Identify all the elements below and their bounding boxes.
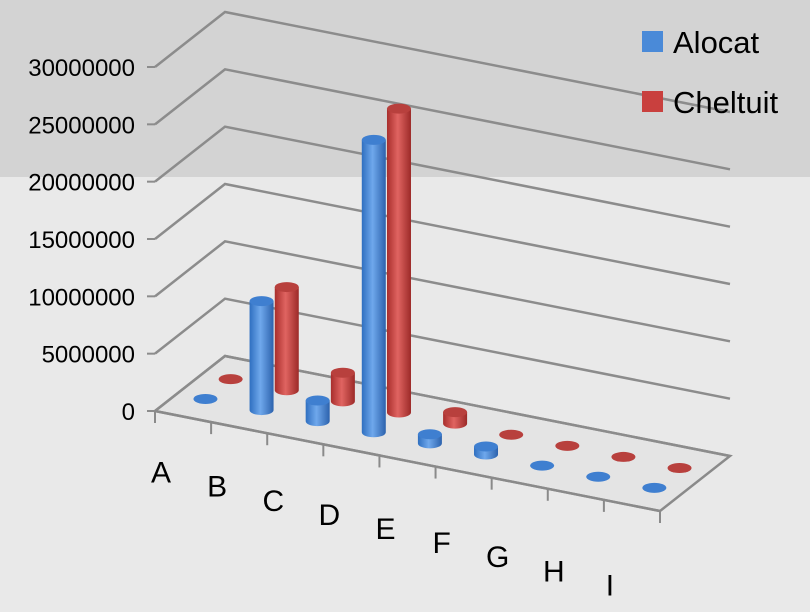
bar-body — [386, 108, 411, 418]
legend-swatch — [642, 91, 663, 112]
bar-body — [330, 372, 355, 407]
y-tick-label: 5000000 — [42, 342, 135, 369]
y-tick-label: 25000000 — [28, 112, 135, 139]
x-category-label: E — [375, 513, 395, 546]
gridlines — [147, 10, 733, 523]
legend: Alocat Cheltuit — [642, 25, 778, 120]
gridline — [154, 239, 731, 343]
bar-Alocat-H — [586, 471, 611, 482]
bar-zero-disc — [218, 374, 243, 385]
bar-Cheltuit-H — [611, 451, 636, 462]
legend-swatch — [642, 31, 663, 52]
bar-body — [305, 400, 330, 427]
bar-zero-disc — [642, 482, 667, 493]
gridline — [154, 182, 731, 286]
bar-Cheltuit-D — [386, 103, 411, 418]
x-axis-category-labels: A B C D E F G H I — [151, 457, 614, 603]
bar-top — [249, 296, 274, 307]
bar-body — [274, 287, 299, 396]
bar-top — [417, 429, 442, 440]
y-tick-label: 30000000 — [28, 55, 135, 82]
bar-Cheltuit-I — [667, 463, 692, 474]
x-category-label: G — [486, 541, 509, 574]
bar-Cheltuit-A — [218, 374, 243, 385]
x-category-label: D — [319, 499, 341, 532]
bar-Cheltuit-F — [499, 429, 524, 440]
x-category-label: B — [207, 471, 227, 504]
y-tick-label: 10000000 — [28, 284, 135, 311]
bar-Cheltuit-E — [443, 407, 468, 429]
bar-zero-disc — [586, 471, 611, 482]
y-axis-tick-labels: 0 5000000 10000000 15000000 20000000 25000000… — [28, 55, 135, 426]
bar-zero-disc — [193, 393, 218, 404]
x-category-label: H — [543, 555, 565, 588]
x-axis-line — [154, 409, 661, 513]
legend-label: Alocat — [673, 25, 760, 60]
bar-top — [361, 134, 386, 145]
bar-top — [274, 282, 299, 293]
bar-Alocat-B — [249, 296, 274, 416]
bar-top — [330, 367, 355, 378]
bar-top — [305, 395, 330, 406]
bar-body — [249, 301, 274, 416]
bar-Alocat-C — [305, 395, 330, 427]
y-tick-label: 15000000 — [28, 227, 135, 254]
bar-Cheltuit-C — [330, 367, 355, 407]
y-tick-label: 20000000 — [28, 170, 135, 197]
x-category-label: C — [262, 485, 284, 518]
bar-zero-disc — [555, 440, 580, 451]
x-category-label: F — [432, 527, 450, 560]
bar-Alocat-F — [474, 441, 499, 460]
x-category-label: I — [606, 569, 614, 602]
gridline — [154, 10, 731, 114]
x-category-label: A — [151, 457, 171, 490]
gridline — [154, 67, 731, 171]
bar-body — [361, 139, 386, 438]
bar-zero-disc — [530, 460, 555, 471]
bar-top — [474, 441, 499, 452]
bar-top — [443, 407, 468, 418]
gridline — [154, 297, 731, 400]
bar-Cheltuit-B — [274, 282, 299, 396]
bar-top — [386, 103, 411, 114]
bars — [193, 103, 692, 493]
bar-Alocat-A — [193, 393, 218, 404]
bar-zero-disc — [611, 451, 636, 462]
gridline — [154, 354, 731, 458]
legend-label: Cheltuit — [673, 85, 778, 120]
bar-Alocat-D — [361, 134, 386, 438]
bar-Alocat-I — [642, 482, 667, 493]
bar-zero-disc — [667, 463, 692, 474]
gridline — [154, 125, 731, 228]
bar-Alocat-E — [417, 429, 442, 449]
y-tick-label: 0 — [122, 399, 135, 426]
bar-Alocat-G — [530, 460, 555, 471]
bar-zero-disc — [499, 429, 524, 440]
bar-Cheltuit-G — [555, 440, 580, 451]
